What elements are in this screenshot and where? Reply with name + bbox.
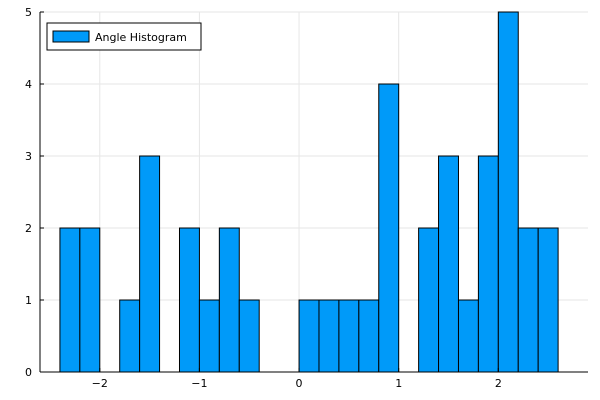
x-tick-label: −1 (191, 377, 207, 390)
histogram-bar (318, 299, 340, 373)
x-tick-label: −2 (92, 377, 108, 390)
legend-swatch (52, 30, 90, 43)
histogram-bar (477, 155, 499, 373)
histogram-bar (139, 155, 161, 373)
histogram-bar (457, 299, 479, 373)
histogram-bar (537, 227, 559, 373)
histogram-bar (198, 299, 220, 373)
histogram-bar (517, 227, 539, 373)
histogram-bar (338, 299, 360, 373)
y-tick-label: 4 (25, 78, 32, 91)
y-tick-label: 0 (25, 366, 32, 379)
histogram-bar (238, 299, 260, 373)
y-tick-label: 5 (25, 6, 32, 19)
y-tick-label: 3 (25, 150, 32, 163)
axes (39, 12, 588, 373)
x-tick-label: 2 (495, 377, 502, 390)
legend: Angle Histogram (46, 22, 202, 51)
x-tick-label: 0 (296, 377, 303, 390)
y-tick-label: 2 (25, 222, 32, 235)
histogram-bar (79, 227, 101, 373)
histogram-bar (178, 227, 200, 373)
x-tick-label: 1 (395, 377, 402, 390)
histogram-bar (378, 83, 400, 373)
bars (59, 11, 559, 373)
histogram-bar (218, 227, 240, 373)
histogram-bar (438, 155, 459, 373)
histogram-bar (358, 299, 380, 373)
histogram-bar (119, 299, 141, 373)
histogram-bar (298, 299, 320, 373)
histogram-bar (418, 227, 440, 373)
y-tick-labels: 0 1 2 3 4 5 (25, 6, 44, 379)
x-tick-labels: −2 −1 0 1 2 (92, 368, 502, 390)
histogram-bar (497, 11, 519, 373)
y-tick-label: 1 (25, 294, 32, 307)
legend-label: Angle Histogram (95, 31, 187, 44)
histogram-bar (59, 227, 81, 373)
